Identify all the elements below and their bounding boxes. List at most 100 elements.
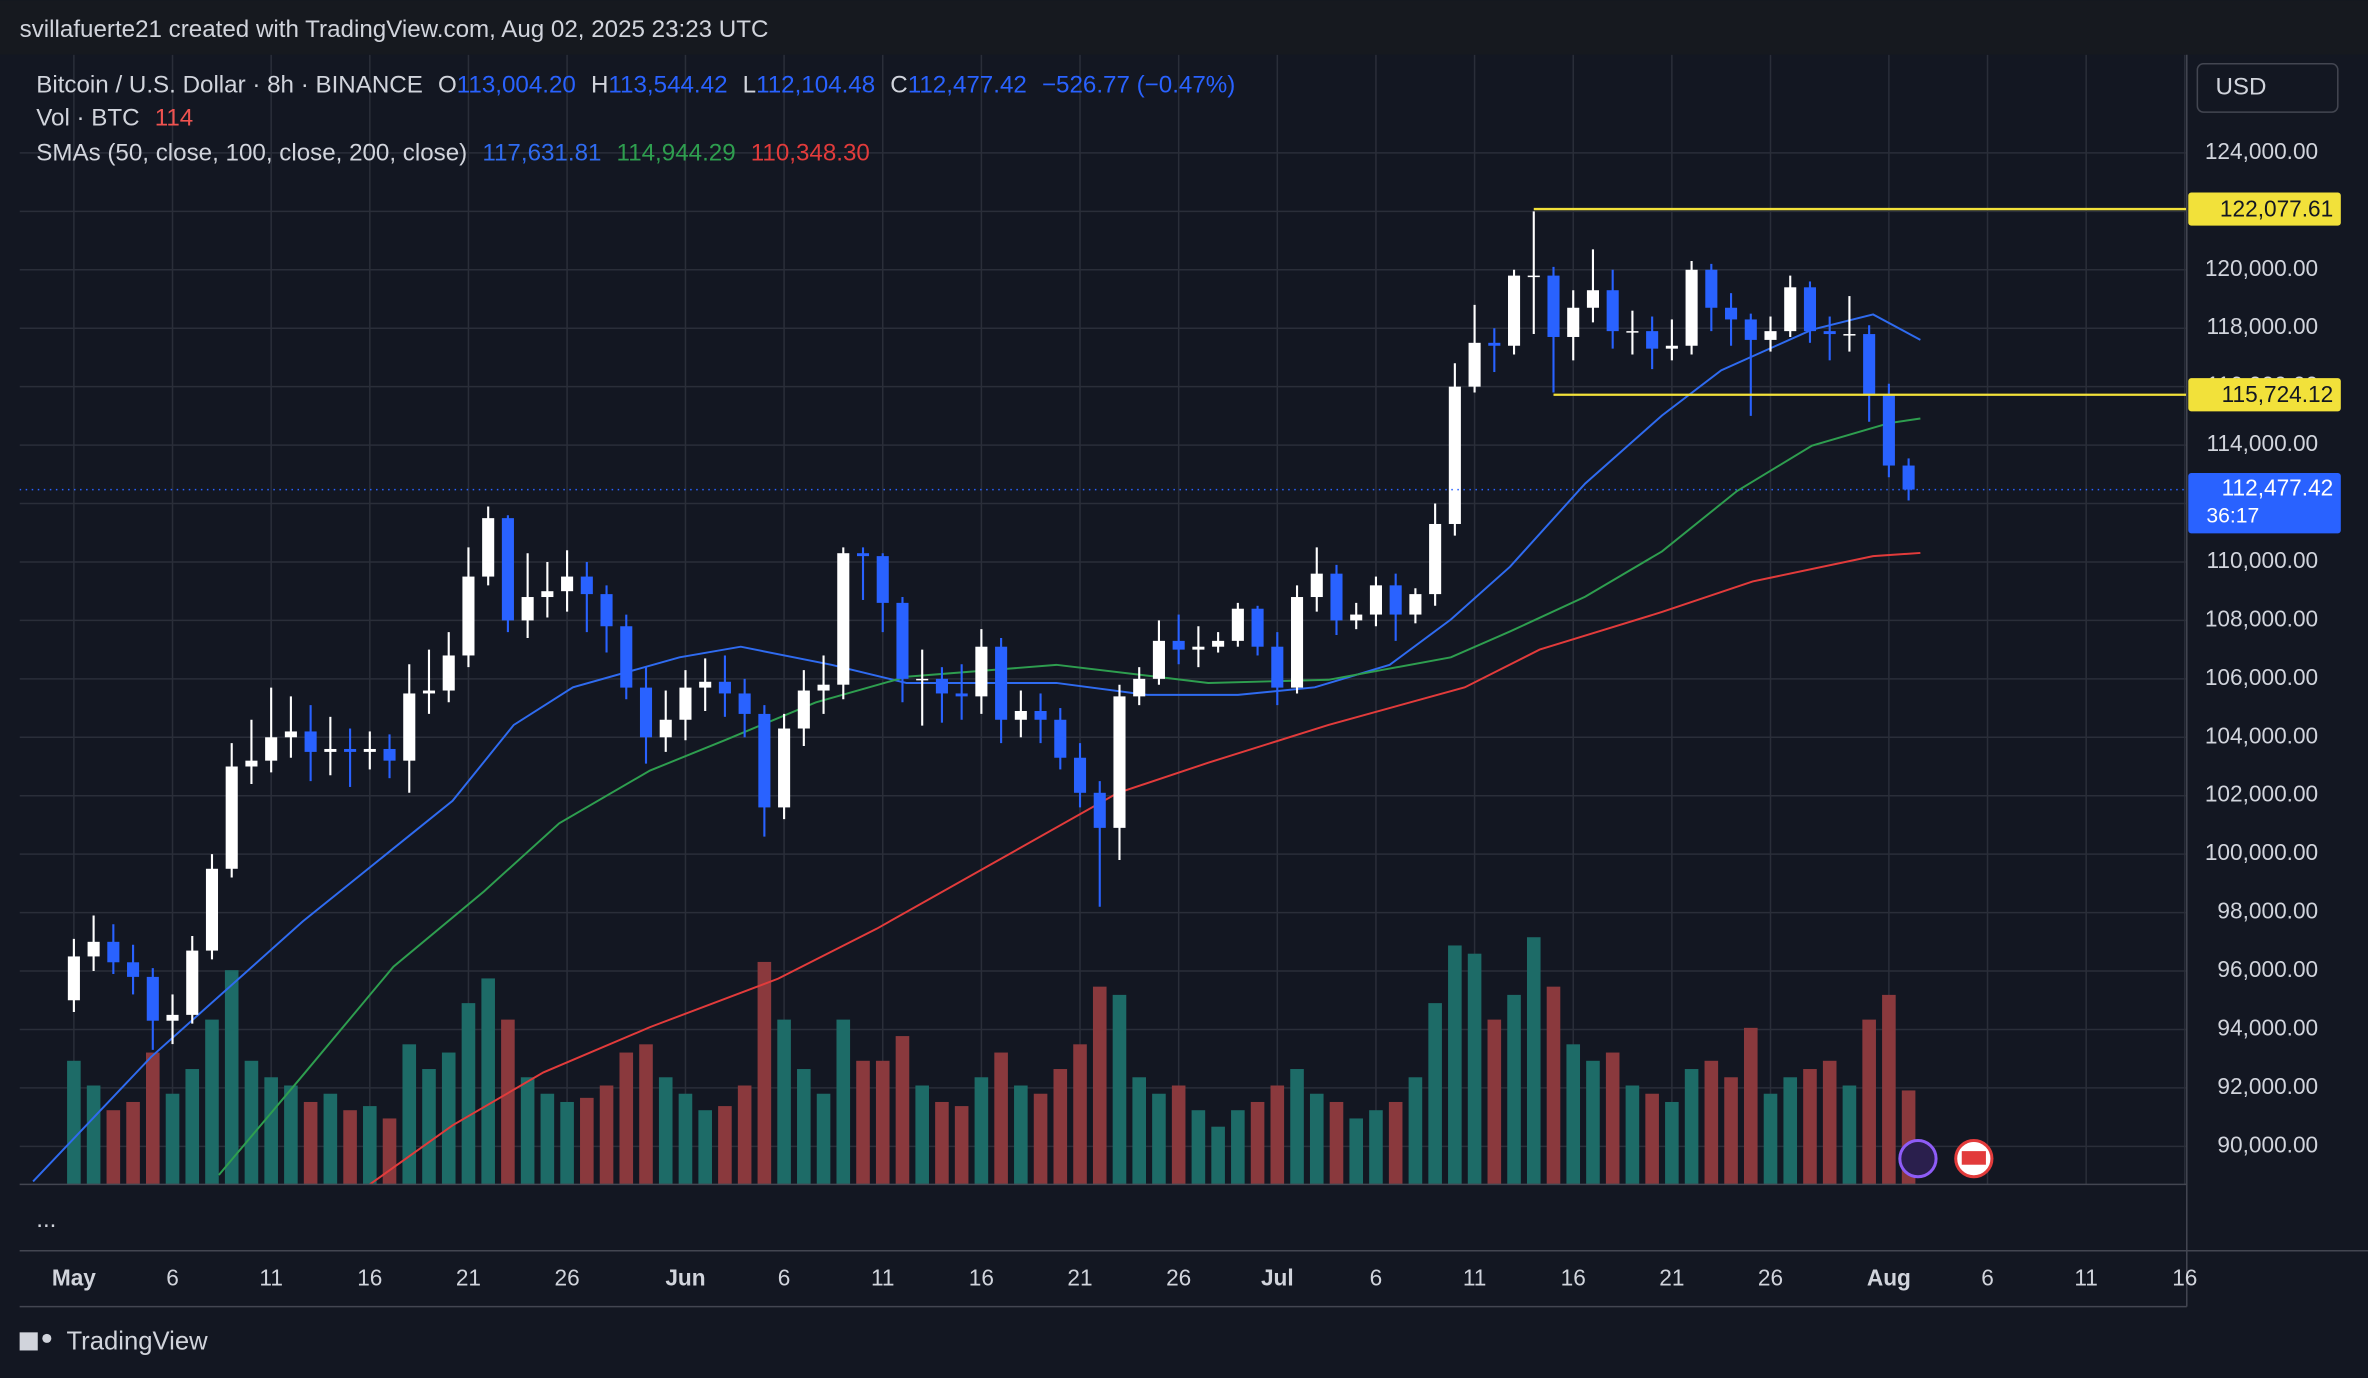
x-tick-label: 21 [456,1264,481,1290]
y-tick-label: 96,000.00 [2217,956,2318,982]
candle-body [363,748,376,752]
candle-body [1784,287,1797,332]
volume-bar [1171,1085,1186,1185]
candle-body [1231,608,1244,641]
sma-legend: SMAs (50, close, 100, close, 200, close)… [36,140,870,167]
candle-body [1705,269,1718,308]
y-tick-label: 110,000.00 [2207,547,2319,573]
volume-value: 114 [155,105,194,132]
y-tick-label: 108,000.00 [2205,605,2318,631]
volume-bar [1290,1069,1304,1185]
volume-bar [1487,1019,1502,1185]
volume-bar [836,1019,851,1185]
volume-bar [205,1019,219,1185]
sma-line [218,417,1921,1176]
volume-bar [540,1093,555,1185]
candle-body [1350,614,1363,621]
candle-body [1843,334,1856,336]
candle-body [146,976,159,1021]
candle-body [1212,640,1225,647]
volume-bar [1566,1044,1581,1185]
sma-value: 114,944.29 [617,140,736,167]
volume-bar [1586,1060,1600,1185]
x-tick-label: 16 [2172,1264,2197,1290]
ohlc-value: 112,104.48 [756,72,875,99]
volume-bar [461,1003,476,1185]
top-bar [0,0,2368,55]
candle-body [620,626,633,688]
candle-body [1567,307,1580,337]
candle-body [896,602,909,679]
volume-bar [1724,1077,1738,1185]
volume-bar [915,1085,929,1185]
volume-bar [1073,1044,1087,1185]
volume-bar [1743,1027,1758,1185]
volume-bar [1309,1093,1324,1185]
candle-body [1764,331,1777,340]
candle-body [127,962,140,977]
volume-bar [1033,1093,1048,1185]
x-tick-label: May [52,1264,96,1290]
x-tick-label: 6 [166,1264,179,1290]
currency-button[interactable] [2196,63,2339,113]
y-tick-label: 124,000.00 [2205,138,2318,164]
candle-body [975,646,988,697]
sma-title: SMAs (50, close, 100, close, 200, close) [36,140,467,167]
y-tick-label: 102,000.00 [2205,781,2318,807]
candle-body [462,576,475,656]
volume-bar [895,1036,910,1185]
y-tick-label: 94,000.00 [2217,1014,2318,1040]
x-tick-label: 16 [357,1264,382,1290]
volume-bar [1132,1077,1147,1185]
more-indicator[interactable]: ... [36,1206,56,1233]
volume-bar [1526,937,1541,1185]
volume-bar [1250,1101,1265,1185]
volume-bar [1704,1060,1719,1185]
volume-bar [1507,994,1521,1185]
ohlc-value: 113,544.42 [608,72,727,99]
volume-bar [1408,1077,1423,1185]
level-label: 115,724.12 [2222,381,2334,407]
candle-body [1054,719,1067,758]
ohlc-key: H [591,72,608,99]
volume-bar [580,1097,594,1185]
candle-body [1488,342,1501,346]
candle-body [1429,523,1442,595]
volume-bar [1092,986,1107,1185]
volume-legend: Vol · BTC 114 [36,105,193,132]
volume-pane [67,937,1916,1185]
candle-body [758,713,771,808]
volume-bar [1684,1069,1699,1185]
event-icon[interactable] [1898,1139,1938,1179]
candle-body [1547,275,1560,337]
candle-body [186,950,199,1015]
volume-bar [481,978,495,1185]
y-tick-label: 106,000.00 [2205,664,2318,690]
candle-body [1863,334,1876,396]
x-tick-label: Jun [665,1264,705,1290]
candle-body [1152,640,1165,679]
x-tick-label: 11 [871,1264,895,1290]
candle-body [659,719,672,738]
volume-bar [323,1093,338,1185]
volume-bar [994,1052,1008,1185]
candle-body [324,748,337,752]
candle-body [679,687,692,720]
volume-bar [146,1052,160,1185]
volume-bar [501,1019,515,1185]
volume-bar [244,1060,259,1185]
volume-bar [797,1069,811,1185]
legend: Bitcoin / U.S. Dollar · 8h · BINANCE O113… [36,72,1235,167]
volume-bar [935,1101,949,1185]
x-tick-label: 6 [1370,1264,1383,1290]
candle-body [1192,646,1205,650]
volume-bar [422,1069,436,1185]
y-tick-label: 118,000.00 [2207,313,2319,339]
candle-body [1725,307,1738,320]
volume-bar [1803,1069,1817,1185]
candle-body [955,693,968,697]
price-change: −526.77 (−0.47%) [1042,72,1235,99]
brand-logo-dot [42,1333,52,1343]
x-tick-label: 11 [2074,1264,2098,1290]
volume-bar [106,1110,121,1185]
